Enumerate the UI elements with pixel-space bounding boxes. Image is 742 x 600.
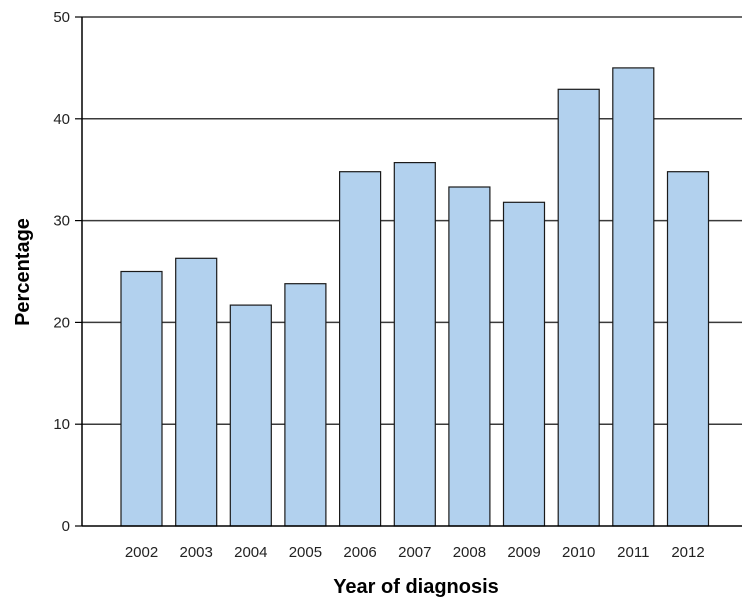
bar-2009 bbox=[502, 201, 546, 527]
y-tick-label: 50 bbox=[53, 9, 70, 26]
bars bbox=[120, 67, 710, 527]
bar-2010 bbox=[557, 88, 600, 527]
x-tick-label: 2004 bbox=[234, 544, 267, 561]
bar-2006 bbox=[339, 171, 382, 527]
bar-2007 bbox=[393, 162, 436, 527]
x-tick-label: 2011 bbox=[617, 544, 649, 561]
x-tick-label: 2008 bbox=[453, 544, 486, 561]
x-axis-title: Year of diagnosis bbox=[333, 576, 499, 598]
bar-2012 bbox=[666, 171, 710, 527]
x-tick-label: 2012 bbox=[671, 544, 704, 561]
bar-2002 bbox=[120, 270, 163, 527]
y-tick-labels: 0 10 20 30 40 50 bbox=[53, 9, 82, 535]
x-tick-label: 2009 bbox=[507, 544, 540, 561]
x-tick-label: 2006 bbox=[343, 544, 376, 561]
x-tick-label: 2005 bbox=[289, 544, 322, 561]
bar-2005 bbox=[284, 283, 327, 527]
x-tick-label: 2003 bbox=[180, 544, 213, 561]
y-tick-label: 10 bbox=[53, 416, 70, 433]
y-tick-label: 20 bbox=[53, 314, 70, 331]
x-tick-labels: 2002 2003 2004 2005 2006 2007 2008 2009 2010 2011… bbox=[125, 544, 705, 561]
y-tick-label: 30 bbox=[53, 213, 70, 230]
x-tick-label: 2010 bbox=[562, 544, 595, 561]
bar-2008 bbox=[448, 186, 491, 527]
bar-2004 bbox=[229, 304, 272, 527]
axes bbox=[81, 17, 742, 527]
x-tick-label: 2007 bbox=[398, 544, 431, 561]
bar-2011 bbox=[612, 67, 655, 527]
y-tick-label: 40 bbox=[53, 111, 70, 128]
y-tick-label: 0 bbox=[62, 518, 70, 535]
y-axis-title: Percentage bbox=[12, 218, 34, 326]
bar-2003 bbox=[175, 257, 218, 527]
x-tick-label: 2002 bbox=[125, 544, 158, 561]
